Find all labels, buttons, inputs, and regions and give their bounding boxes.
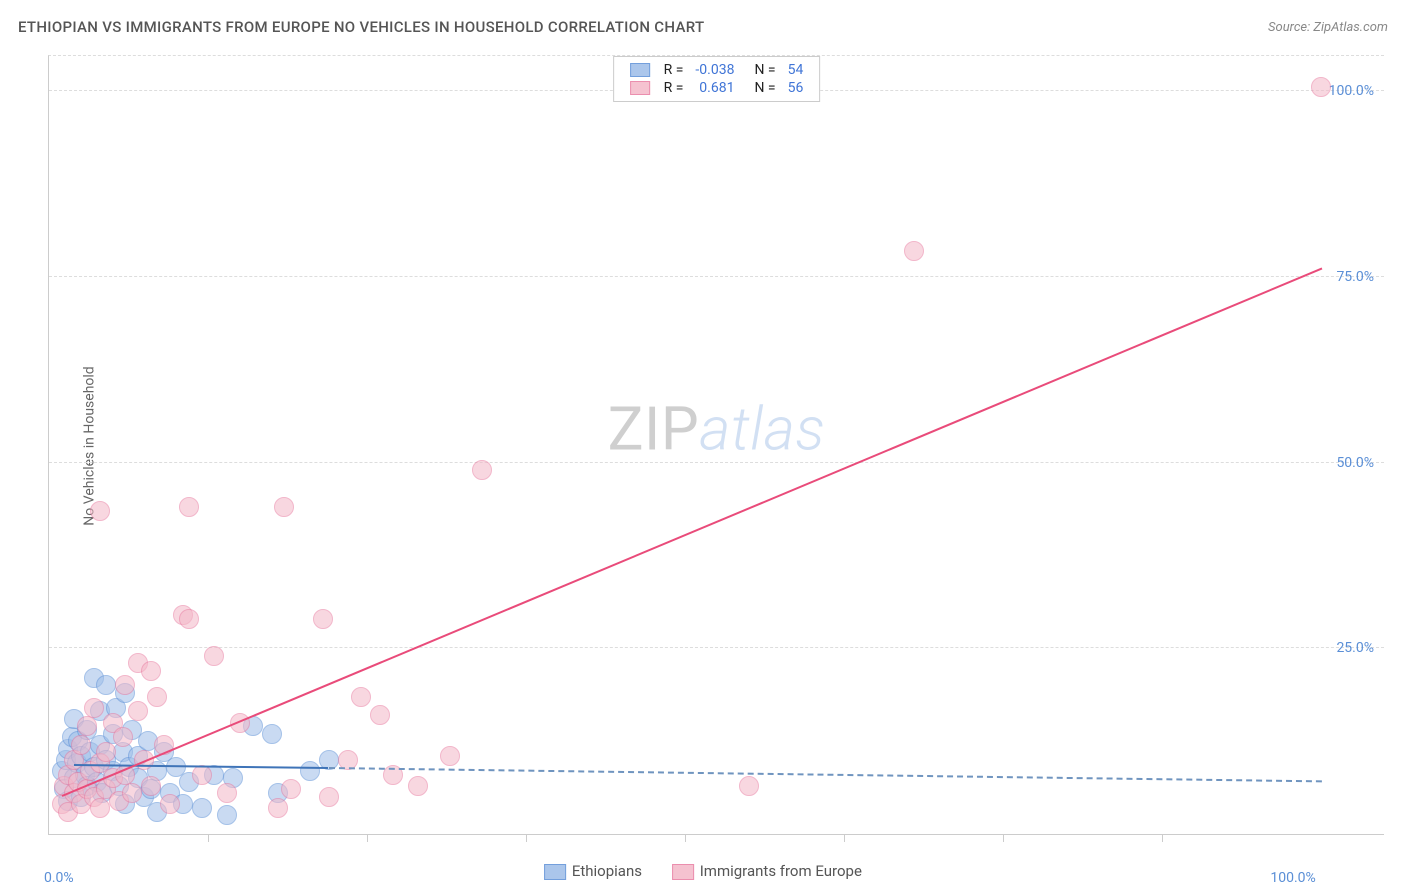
regression-line bbox=[61, 268, 1321, 797]
scatter-point-series-1 bbox=[319, 787, 339, 807]
title-bar: ETHIOPIAN VS IMMIGRANTS FROM EUROPE NO V… bbox=[18, 18, 1388, 36]
x-axis-tick bbox=[208, 834, 209, 842]
scatter-point-series-1 bbox=[128, 701, 148, 721]
legend-n-value-0: 54 bbox=[782, 61, 810, 79]
scatter-point-series-1 bbox=[141, 776, 161, 796]
x-axis-tick bbox=[685, 834, 686, 842]
scatter-point-series-1 bbox=[739, 776, 759, 796]
scatter-point-series-1 bbox=[113, 727, 133, 747]
scatter-point-series-1 bbox=[204, 646, 224, 666]
swatch-series-0 bbox=[630, 63, 650, 77]
scatter-point-series-1 bbox=[179, 497, 199, 517]
scatter-point-series-1 bbox=[84, 698, 104, 718]
legend-bottom-label-1: Immigrants from Europe bbox=[700, 862, 862, 880]
scatter-point-series-1 bbox=[217, 783, 237, 803]
scatter-point-series-1 bbox=[904, 241, 924, 261]
scatter-point-series-1 bbox=[141, 661, 161, 681]
scatter-point-series-1 bbox=[122, 783, 142, 803]
y-tick-label: 75.0% bbox=[1336, 269, 1374, 285]
watermark-zip: ZIP bbox=[608, 394, 700, 465]
legend-bottom-item-1: Immigrants from Europe bbox=[672, 862, 862, 880]
x-axis-tick bbox=[526, 834, 527, 842]
legend-n-value-1: 56 bbox=[782, 79, 810, 97]
scatter-point-series-1 bbox=[268, 798, 288, 818]
scatter-point-series-1 bbox=[440, 746, 460, 766]
x-tick-label-100: 100.0% bbox=[1270, 870, 1315, 886]
swatch-series-1 bbox=[630, 81, 650, 95]
gridline-horizontal bbox=[49, 647, 1384, 648]
scatter-point-series-1 bbox=[281, 779, 301, 799]
watermark: ZIPatlas bbox=[608, 394, 826, 465]
watermark-atlas: atlas bbox=[699, 394, 825, 465]
legend-bottom-item-0: Ethiopians bbox=[544, 862, 642, 880]
scatter-point-series-1 bbox=[313, 609, 333, 629]
swatch-bottom-0 bbox=[544, 864, 566, 880]
legend-r-label-0: R = bbox=[658, 61, 690, 79]
scatter-point-series-1 bbox=[351, 687, 371, 707]
regression-line-extrapolated bbox=[329, 767, 1321, 782]
scatter-point-series-0 bbox=[192, 798, 212, 818]
scatter-point-series-1 bbox=[179, 609, 199, 629]
x-tick-label-0: 0.0% bbox=[44, 870, 74, 886]
scatter-point-series-1 bbox=[472, 460, 492, 480]
scatter-point-series-0 bbox=[96, 675, 116, 695]
scatter-point-series-0 bbox=[262, 724, 282, 744]
y-tick-label: 25.0% bbox=[1336, 640, 1374, 656]
scatter-point-series-1 bbox=[77, 716, 97, 736]
gridline-horizontal bbox=[49, 276, 1384, 277]
scatter-point-series-1 bbox=[96, 742, 116, 762]
scatter-point-series-1 bbox=[408, 776, 428, 796]
scatter-point-series-0 bbox=[217, 805, 237, 825]
legend-bottom: Ethiopians Immigrants from Europe bbox=[544, 862, 862, 880]
y-tick-label: 100.0% bbox=[1329, 83, 1374, 99]
legend-correlation-box: R = -0.038 N = 54 R = 0.681 N = 56 bbox=[613, 56, 821, 102]
chart-container: ETHIOPIAN VS IMMIGRANTS FROM EUROPE NO V… bbox=[0, 0, 1406, 892]
scatter-point-series-1 bbox=[370, 705, 390, 725]
legend-r-label-1: R = bbox=[658, 79, 690, 97]
legend-r-value-1: 0.681 bbox=[689, 79, 740, 97]
scatter-point-series-1 bbox=[274, 497, 294, 517]
gridline-horizontal bbox=[49, 462, 1384, 463]
scatter-point-series-1 bbox=[90, 798, 110, 818]
scatter-point-series-0 bbox=[300, 761, 320, 781]
legend-n-label-1: N = bbox=[740, 79, 781, 97]
scatter-point-series-1 bbox=[147, 687, 167, 707]
legend-row-series-0: R = -0.038 N = 54 bbox=[624, 61, 810, 79]
chart-title: ETHIOPIAN VS IMMIGRANTS FROM EUROPE NO V… bbox=[18, 18, 704, 36]
x-axis-tick bbox=[367, 834, 368, 842]
y-tick-label: 50.0% bbox=[1336, 455, 1374, 471]
legend-bottom-label-0: Ethiopians bbox=[572, 862, 642, 880]
legend-n-label-0: N = bbox=[740, 61, 781, 79]
scatter-point-series-1 bbox=[1311, 77, 1331, 97]
plot-area: ZIPatlas R = -0.038 N = 54 R = 0.681 N =… bbox=[48, 55, 1384, 835]
legend-r-value-0: -0.038 bbox=[689, 61, 740, 79]
scatter-point-series-1 bbox=[115, 675, 135, 695]
swatch-bottom-1 bbox=[672, 864, 694, 880]
x-axis-tick bbox=[1003, 834, 1004, 842]
x-axis-tick bbox=[1162, 834, 1163, 842]
source-attribution: Source: ZipAtlas.com bbox=[1268, 20, 1388, 35]
legend-row-series-1: R = 0.681 N = 56 bbox=[624, 79, 810, 97]
scatter-point-series-1 bbox=[71, 735, 91, 755]
scatter-point-series-1 bbox=[160, 794, 180, 814]
x-axis-tick bbox=[844, 834, 845, 842]
scatter-point-series-1 bbox=[90, 501, 110, 521]
